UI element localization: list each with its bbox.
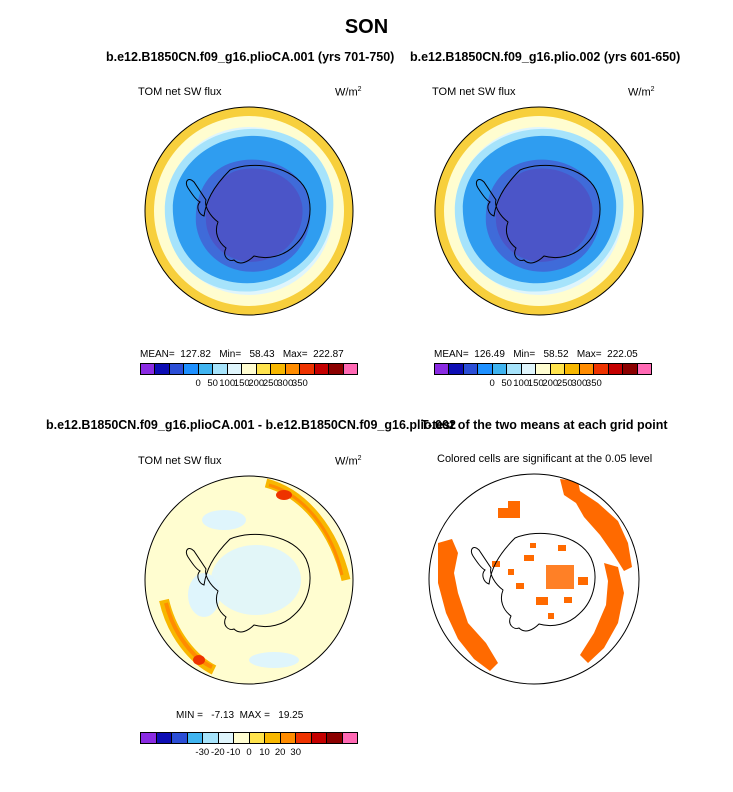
panel1-colorbar <box>140 363 358 375</box>
colorbar-tick-label: 200 <box>248 378 265 389</box>
colorbar-tick-label: 100 <box>219 378 236 389</box>
season-title: SON <box>344 16 389 38</box>
colorbar-tick-label: -10 <box>226 747 241 758</box>
colorbar-swatch <box>536 364 551 374</box>
panel3-colorbar <box>140 732 358 744</box>
colorbar-swatch <box>608 364 624 374</box>
colorbar-tick-label: 200 <box>542 378 559 389</box>
colorbar-swatch <box>256 364 272 374</box>
colorbar-tick-label: 350 <box>291 378 308 389</box>
colorbar-swatch <box>271 364 286 374</box>
colorbar-swatch <box>343 364 358 374</box>
colorbar-swatch <box>198 364 214 374</box>
panel2-units: W/m2 <box>628 86 655 99</box>
colorbar-swatch <box>478 364 493 374</box>
colorbar-tick-label: 0 <box>195 378 201 389</box>
case2-title: b.e12.B1850CN.f09_g16.plio.002 (yrs 601-… <box>410 50 681 64</box>
colorbar-tick-label: 20 <box>274 747 286 758</box>
colorbar-swatch <box>449 364 464 374</box>
panel3-colorbar-ticks: -30 -20 -10 0 10 20 30 <box>140 747 358 759</box>
colorbar-swatch <box>155 364 170 374</box>
panel2-stats: MEAN= 126.49 Min= 58.52 Max= 222.05 <box>434 349 638 360</box>
colorbar-swatch <box>156 733 172 743</box>
colorbar-swatch <box>172 733 188 743</box>
colorbar-swatch <box>550 364 566 374</box>
colorbar-swatch <box>169 364 185 374</box>
colorbar-tick-label: 250 <box>556 378 573 389</box>
ttest-subtitle: Colored cells are significant at the 0.0… <box>437 453 653 465</box>
colorbar-swatch <box>637 364 652 374</box>
panel1-stats: MEAN= 127.82 Min= 58.43 Max= 222.87 <box>140 349 344 360</box>
colorbar-swatch <box>227 364 243 374</box>
panel2-polar-map <box>434 106 644 316</box>
colorbar-swatch <box>234 733 250 743</box>
colorbar-tick-label: 300 <box>571 378 588 389</box>
colorbar-tick-label: 150 <box>233 378 250 389</box>
colorbar-swatch <box>218 733 234 743</box>
colorbar-swatch <box>329 364 344 374</box>
colorbar-tick-label: -20 <box>210 747 225 758</box>
panel2-colorbar <box>434 363 652 375</box>
colorbar-swatch <box>300 364 315 374</box>
colorbar-swatch <box>435 364 450 374</box>
panel3-stats: MIN = -7.13 MAX = 19.25 <box>176 710 304 721</box>
colorbar-tick-label: 10 <box>259 747 270 758</box>
colorbar-swatch <box>594 364 609 374</box>
colorbar-swatch <box>203 733 219 743</box>
colorbar-swatch <box>521 364 537 374</box>
colorbar-swatch <box>141 733 157 743</box>
panel3-polar-map <box>144 475 354 685</box>
colorbar-swatch <box>184 364 199 374</box>
colorbar-swatch <box>507 364 522 374</box>
colorbar-swatch <box>342 733 357 743</box>
colorbar-tick-label: 0 <box>246 747 252 758</box>
ttest-title: T-test of the two means at each grid poi… <box>421 418 668 432</box>
colorbar-tick-label: -30 <box>195 747 210 758</box>
colorbar-tick-label: 100 <box>513 378 530 389</box>
colorbar-tick-label: 150 <box>527 378 544 389</box>
colorbar-tick-label: 0 <box>489 378 495 389</box>
panel1-colorbar-ticks: 0 50 100 150 200 250 300 350 <box>140 378 358 390</box>
colorbar-swatch <box>280 733 296 743</box>
colorbar-tick-label: 300 <box>277 378 294 389</box>
colorbar-swatch <box>285 364 301 374</box>
colorbar-swatch <box>213 364 228 374</box>
colorbar-tick-label: 30 <box>290 747 301 758</box>
colorbar-swatch <box>296 733 312 743</box>
panel1-units: W/m2 <box>335 86 362 99</box>
colorbar-tick-label: 50 <box>207 378 218 389</box>
colorbar-swatch <box>463 364 479 374</box>
colorbar-swatch <box>242 364 257 374</box>
panel3-variable: TOM net SW flux <box>138 455 222 467</box>
panel1-polar-map <box>144 106 354 316</box>
colorbar-tick-label: 50 <box>501 378 512 389</box>
colorbar-swatch <box>141 364 156 374</box>
panel3-units: W/m2 <box>335 455 362 468</box>
colorbar-swatch <box>314 364 330 374</box>
colorbar-swatch <box>327 733 343 743</box>
colorbar-swatch <box>311 733 327 743</box>
difference-title: b.e12.B1850CN.f09_g16.plioCA.001 - b.e12… <box>46 418 456 432</box>
colorbar-swatch <box>623 364 638 374</box>
colorbar-tick-label: 250 <box>262 378 279 389</box>
colorbar-tick-label: 350 <box>585 378 602 389</box>
case1-title: b.e12.B1850CN.f09_g16.plioCA.001 (yrs 70… <box>106 50 395 64</box>
panel4-significance-map <box>428 473 640 685</box>
colorbar-swatch <box>249 733 265 743</box>
colorbar-swatch <box>579 364 595 374</box>
panel2-colorbar-ticks: 0 50 100 150 200 250 300 350 <box>434 378 652 390</box>
panel1-variable: TOM net SW flux <box>138 86 222 98</box>
panel2-variable: TOM net SW flux <box>432 86 516 98</box>
colorbar-swatch <box>265 733 281 743</box>
colorbar-swatch <box>492 364 508 374</box>
colorbar-swatch <box>187 733 203 743</box>
colorbar-swatch <box>565 364 580 374</box>
